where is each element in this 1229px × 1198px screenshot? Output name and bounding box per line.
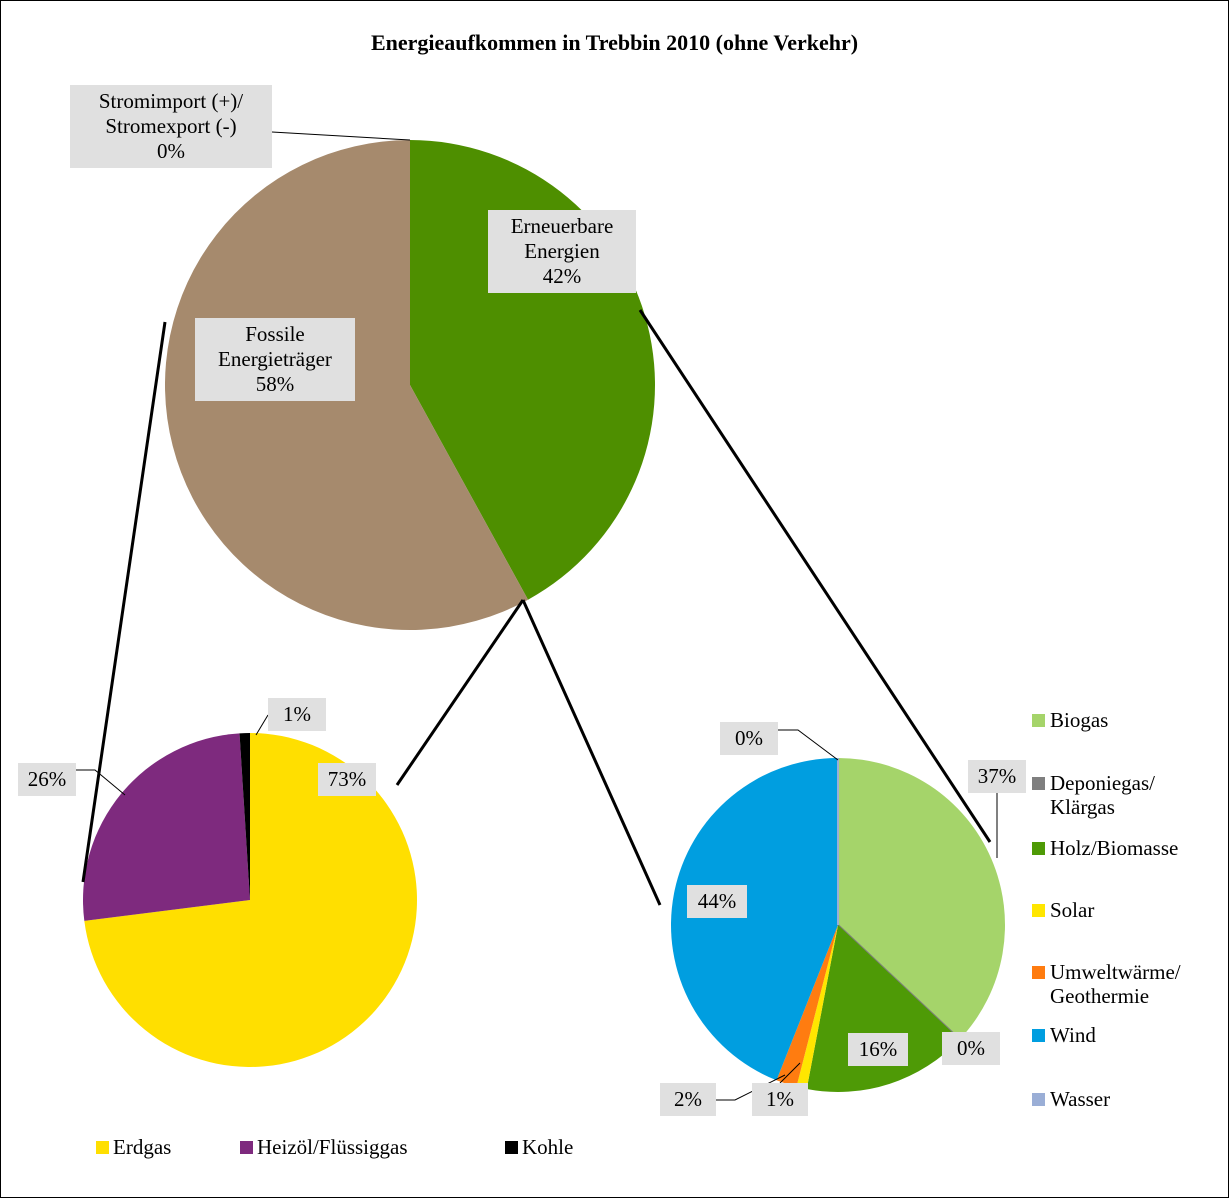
data-label: 73% [318,763,376,796]
label-category: Stromimport (+)/ Stromexport (-) [98,89,244,138]
legend-label: Heizöl/Flüssiggas [257,1135,408,1159]
connectors [81,309,992,906]
data-label: 16% [848,1033,908,1066]
legend-text: Holz/Biomasse [1050,836,1179,860]
leader [271,131,411,141]
label-value: 26% [27,767,67,791]
label-value: 58% [255,372,295,396]
legend-label: Wasser [1050,1087,1220,1111]
slice [806,925,960,1092]
legend-text: Erdgas [113,1135,172,1159]
legend-swatch [505,1141,518,1154]
label-value: 0% [735,726,763,750]
legend-label: Erdgas [113,1135,171,1159]
connector [81,321,167,883]
slice [239,733,250,900]
label-value: 73% [327,767,367,791]
connector [395,599,525,786]
leader [76,769,126,796]
connector [638,309,992,843]
data-label: Stromimport (+)/ Stromexport (-) 0% [70,85,272,168]
legend-text: Wasser [1050,1087,1111,1111]
slice [671,758,838,1081]
label-value: 1% [283,702,311,726]
data-label: Fossile Energieträger 58% [195,318,355,401]
legend-text: Deponiegas/ Klärgas [1050,771,1155,819]
label-value: 16% [858,1037,898,1061]
legend-text: Solar [1050,898,1095,922]
data-label: 37% [968,760,1026,793]
legend-swatch [1032,966,1045,979]
legend-label: Kohle [522,1135,573,1159]
legend-label: Umweltwärme/ Geothermie [1050,960,1220,1008]
label-value: 2% [674,1087,702,1111]
data-label: 1% [268,698,326,731]
legend-label: Solar [1050,898,1220,922]
legend-swatch [1032,1093,1045,1106]
label-value: 1% [766,1087,794,1111]
label-value: 0% [957,1036,985,1060]
data-label: Erneuerbare Energien 42% [488,210,636,293]
legend-text: Umweltwärme/ Geothermie [1050,960,1181,1008]
legend-swatch [240,1141,253,1154]
legend-swatch [1032,777,1045,790]
slice [82,733,250,921]
legend-label: Wind [1050,1023,1220,1047]
label-value: 42% [542,264,582,288]
legend-text: Kohle [522,1135,574,1159]
label-value: 0% [157,139,185,163]
legend-swatch [1032,904,1045,917]
label-value: 37% [977,764,1017,788]
label-value: 44% [697,889,737,913]
legend-swatch [96,1141,109,1154]
label-category: Fossile Energieträger [218,322,332,371]
legend-text: Wind [1050,1023,1096,1047]
legend-label: Biogas [1050,708,1220,732]
data-label: 44% [687,885,747,918]
legend-swatch [1032,842,1045,855]
legend-label: Holz/Biomasse [1050,836,1220,860]
chart-title: Energieaufkommen in Trebbin 2010 (ohne V… [370,30,859,55]
data-label: 1% [752,1083,808,1116]
data-label: 26% [18,763,76,796]
legend-swatch [1032,1029,1045,1042]
data-label: 2% [660,1083,716,1116]
legend-text: Heizöl/Flüssiggas [257,1135,408,1159]
legend-text: Biogas [1050,708,1109,732]
slice [776,925,838,1087]
slice [838,758,1005,1040]
leader [778,729,839,761]
slice [796,925,838,1090]
slice [84,733,418,1067]
data-label: 0% [720,722,778,755]
legend-swatch [1032,714,1045,727]
connector [521,599,662,906]
legend-label: Deponiegas/ Klärgas [1050,771,1220,819]
label-category: Erneuerbare Energien [510,214,614,263]
leader [779,1062,801,1084]
leader [255,714,269,736]
data-label: 0% [942,1032,1000,1065]
